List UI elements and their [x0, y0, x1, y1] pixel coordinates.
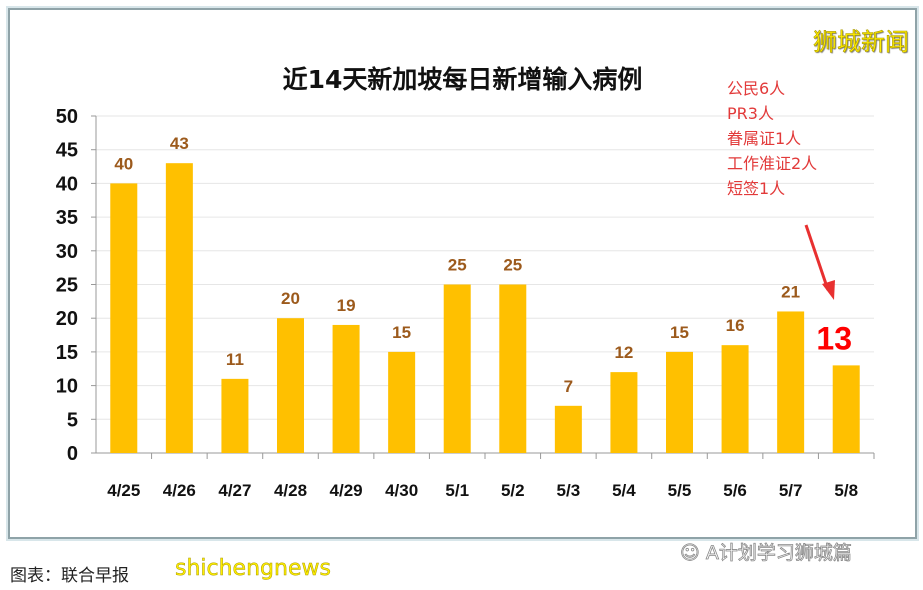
data-label: 43 [170, 134, 189, 153]
bar [332, 324, 360, 453]
y-tick-label: 15 [56, 342, 78, 364]
arrow-head-icon [822, 280, 835, 300]
x-tick-label: 4/26 [163, 481, 196, 500]
source-credit: 图表：联合早报 [10, 566, 129, 586]
data-label: 25 [448, 256, 467, 275]
wechat-text: A计划学习狮城篇 [705, 542, 852, 565]
bar [610, 372, 638, 453]
y-tick-label: 50 [56, 106, 78, 128]
x-tick-label: 5/6 [723, 481, 747, 500]
bar [721, 345, 749, 453]
watermark: shichengnews [175, 556, 331, 582]
data-label: 15 [670, 323, 689, 342]
x-tick-label: 5/2 [501, 481, 525, 500]
bar [554, 405, 582, 453]
data-label: 19 [337, 296, 356, 315]
y-tick-label: 20 [56, 308, 78, 330]
annotation-line: 工作准证2人 [727, 154, 818, 173]
wechat-watermark: ☺ A计划学习狮城篇 [680, 538, 853, 565]
data-label: 16 [726, 316, 745, 335]
y-tick-label: 35 [56, 207, 78, 229]
bar [443, 284, 471, 453]
x-tick-label: 5/3 [557, 481, 581, 500]
data-label: 13 [816, 320, 852, 356]
y-tick-label: 45 [56, 140, 78, 162]
x-tick-label: 4/30 [385, 481, 418, 500]
annotation: 公民6人 PR3人 眷属证1人 工作准证2人 短签1人 [727, 76, 817, 201]
y-tick-label: 25 [56, 275, 78, 297]
data-label: 25 [503, 256, 522, 275]
annotation-line: 公民6人 [727, 79, 786, 98]
data-label: 20 [281, 289, 300, 308]
x-tick-label: 4/28 [274, 481, 307, 500]
brand-logo: 狮城新闻 [813, 28, 910, 57]
annotation-arrow [804, 224, 830, 291]
wechat-icon: ☺ [680, 542, 706, 565]
x-tick-label: 5/8 [834, 481, 858, 500]
y-tick-label: 5 [67, 409, 78, 431]
bar [110, 183, 138, 453]
x-tick-label: 5/4 [612, 481, 636, 500]
data-label: 15 [392, 323, 411, 342]
bar [165, 163, 193, 453]
y-tick-label: 0 [67, 443, 78, 465]
bar [221, 378, 249, 453]
data-label: 7 [564, 377, 573, 396]
bar [499, 284, 527, 453]
x-tick-label: 5/5 [668, 481, 692, 500]
bar [277, 318, 304, 453]
chart-title: 近14天新加坡每日新增输入病例 [282, 65, 643, 94]
x-tick-label: 4/25 [107, 481, 140, 500]
annotation-line: PR3人 [727, 104, 774, 123]
x-tick-label: 4/27 [218, 481, 251, 500]
data-label: 12 [614, 343, 633, 362]
y-tick-label: 40 [56, 173, 78, 195]
bar [666, 351, 693, 453]
x-tick-label: 5/7 [779, 481, 803, 500]
y-tick-label: 30 [56, 241, 78, 263]
x-tick-label: 5/1 [445, 481, 469, 500]
y-tick-label: 10 [56, 376, 78, 398]
bar [388, 351, 416, 453]
data-label: 40 [114, 154, 133, 173]
data-label: 11 [226, 350, 244, 369]
bar [777, 311, 805, 453]
bar [832, 365, 860, 453]
data-label: 21 [781, 282, 800, 301]
annotation-line: 眷属证1人 [727, 129, 802, 148]
annotation-line: 短签1人 [727, 179, 786, 198]
x-tick-label: 4/29 [330, 481, 363, 500]
